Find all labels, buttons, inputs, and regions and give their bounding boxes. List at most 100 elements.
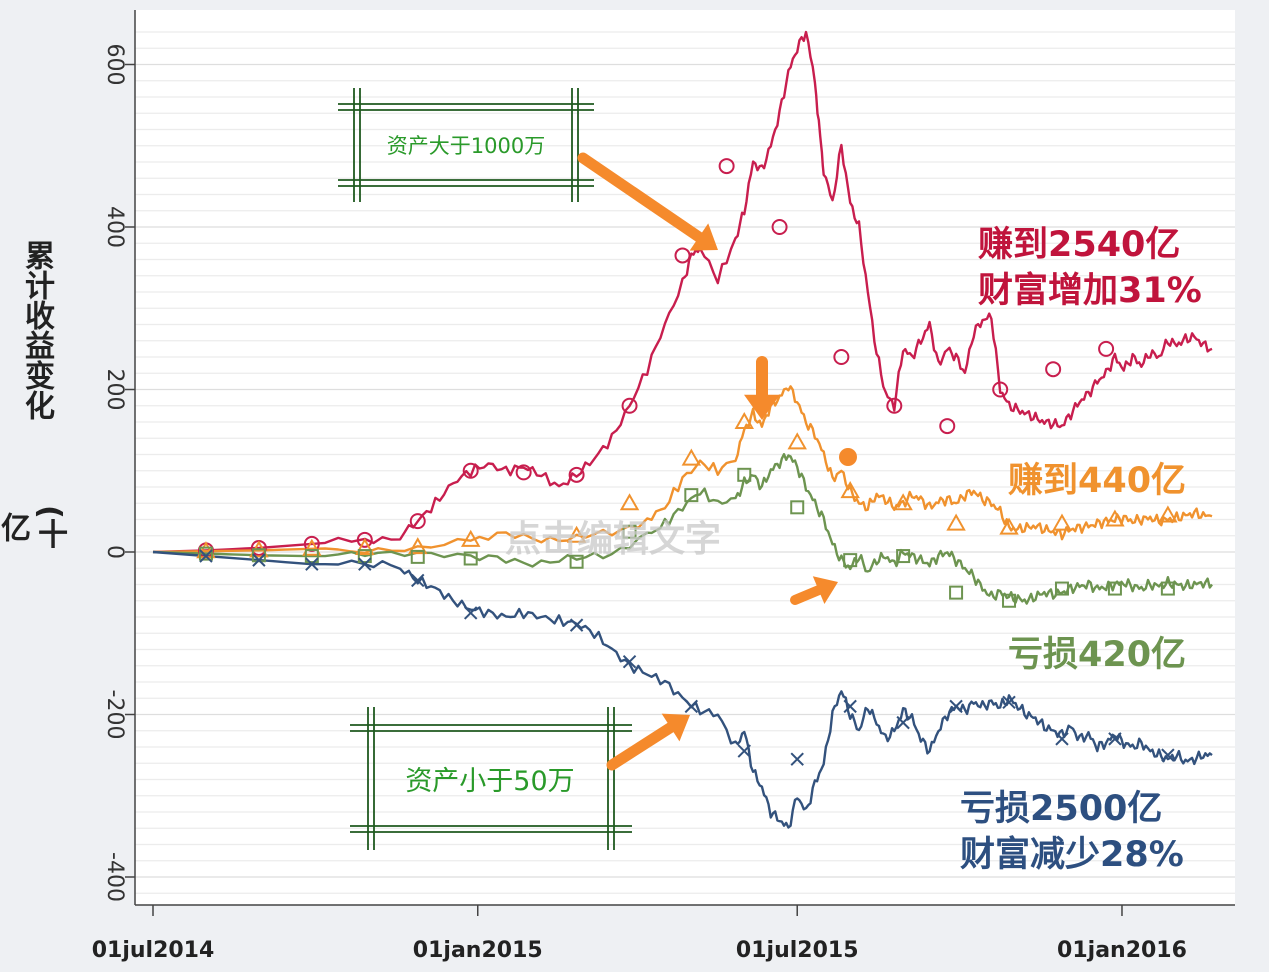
marker-triangle <box>1158 505 1178 523</box>
marker-circle <box>356 531 373 548</box>
marker-x <box>843 699 857 714</box>
y-axis-label-main: 累计收益变化 <box>19 240 54 420</box>
tiny-loss-line1: 亏损2500亿 <box>960 789 1163 829</box>
series-line-tiny <box>152 550 1213 829</box>
marker-square <box>357 549 372 564</box>
small-asset-label: 资产小于50万 <box>405 765 575 797</box>
marker-square <box>1160 581 1175 596</box>
marker-triangle <box>893 493 913 511</box>
marker-circle <box>462 462 479 479</box>
plot-area <box>135 10 1235 905</box>
marker-square <box>737 467 752 482</box>
tiny-loss-line2: 财富减少28% <box>960 835 1184 875</box>
large-gain-line1: 赚到2540亿 <box>978 225 1181 265</box>
marker-x <box>949 699 963 714</box>
marker-square <box>569 554 584 569</box>
marker-square <box>198 546 213 561</box>
y-tick-label: -200 <box>102 690 127 740</box>
marker-circle <box>771 219 788 235</box>
marker-triangle <box>408 537 428 555</box>
marker-circle <box>568 466 585 483</box>
arrow-to-large <box>577 152 718 251</box>
large-gain-line2: 财富增加31% <box>978 271 1202 311</box>
watermark-text: 点击编辑文字 <box>505 519 722 560</box>
marker-triangle <box>355 537 375 555</box>
decor-layer <box>338 88 857 850</box>
x-tick-label: 01jul2015 <box>736 938 859 963</box>
orange-dot <box>839 448 857 466</box>
mid-gain-annotation: 赚到440亿 <box>1008 461 1187 501</box>
marker-square <box>684 488 699 503</box>
large-gain-annotation: 赚到2540亿 财富增加31% <box>978 222 1202 314</box>
marker-square <box>843 553 858 568</box>
arrow-to-small <box>606 713 690 771</box>
marker-circle <box>833 349 850 365</box>
marker-circle <box>886 397 903 414</box>
marker-x <box>1002 695 1016 710</box>
marker-triangle <box>1105 509 1125 527</box>
marker-x <box>411 573 425 588</box>
marker-triangle <box>460 529 481 547</box>
tiny-loss-annotation: 亏损2500亿 财富减少28% <box>960 786 1184 878</box>
marker-square <box>1054 581 1069 596</box>
marker-triangle <box>734 411 754 429</box>
y-axis-label-unit: (十亿元) <box>0 505 67 549</box>
marker-triangle <box>946 513 966 531</box>
marker-x <box>569 618 584 632</box>
marker-x <box>1108 732 1122 746</box>
marker-x <box>622 654 637 669</box>
marker-square <box>304 549 319 564</box>
marker-x <box>790 752 804 766</box>
large-asset-box <box>338 88 594 202</box>
series-line-large <box>152 30 1213 554</box>
marker-triangle <box>840 481 860 499</box>
marker-x <box>305 557 319 571</box>
marker-x <box>1161 748 1175 762</box>
marker-triangle <box>1052 513 1072 531</box>
arrow-right <box>790 576 838 605</box>
marker-square <box>949 585 964 600</box>
x-tick-label: 01jul2014 <box>92 938 215 963</box>
marker-circle <box>992 381 1009 398</box>
marker-x <box>252 553 266 567</box>
marker-triangle <box>999 517 1019 535</box>
marker-triangle <box>619 493 640 511</box>
marker-square <box>1002 593 1017 608</box>
marker-x <box>737 744 751 758</box>
marker-x <box>358 557 372 571</box>
y-tick-label: 400 <box>102 206 127 248</box>
small-loss-annotation: 亏损420亿 <box>1008 635 1187 675</box>
marker-x <box>896 715 910 730</box>
small-asset-box <box>350 707 632 850</box>
x-tick-label: 01jan2016 <box>1057 938 1187 963</box>
marker-circle <box>674 247 691 264</box>
marker-x <box>1055 732 1069 746</box>
axes: 600 400 200 0 -200 -400 01jul2014 01jan2015 01ju… <box>92 10 1235 963</box>
marker-triangle <box>566 525 587 543</box>
y-tick-label: 0 <box>102 545 127 559</box>
x-tick-label: 01jan2015 <box>413 938 543 963</box>
y-tick-label: 600 <box>102 44 127 86</box>
marker-x <box>463 606 478 620</box>
y-axis-label: 累计收益变化 (十亿元) <box>0 240 68 549</box>
marker-x <box>684 699 699 714</box>
y-tick-label: 200 <box>102 369 127 411</box>
arrow-down <box>744 356 780 420</box>
marker-triangle <box>302 538 322 556</box>
marker-circle <box>621 397 638 414</box>
marker-square <box>622 524 637 539</box>
marker-square <box>790 500 805 515</box>
marker-circle <box>1045 361 1062 378</box>
markers-layer <box>196 158 1178 766</box>
y-tick-label: -400 <box>102 852 127 902</box>
marker-square <box>463 551 478 566</box>
marker-x <box>199 549 213 563</box>
marker-triangle <box>787 432 807 450</box>
marker-circle <box>939 418 956 435</box>
marker-triangle <box>681 448 702 466</box>
marker-square <box>410 549 425 564</box>
marker-square <box>1107 581 1122 596</box>
marker-circle <box>515 464 532 481</box>
